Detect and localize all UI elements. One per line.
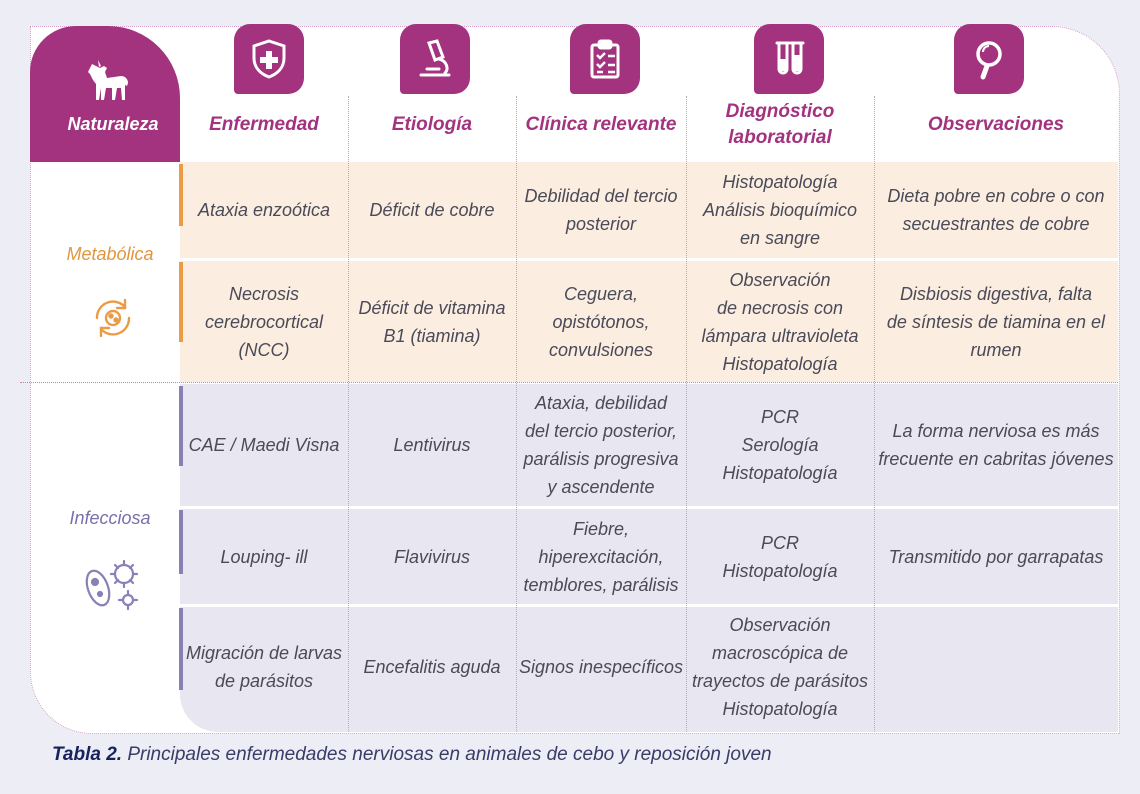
cycle-icon [95,298,131,338]
cell-enfermedad: CAE / Maedi Visna [188,435,340,455]
cell-enfermedad: Migración de larvas de parásitos [185,643,343,691]
shield-cross-icon [234,24,304,94]
header-observaciones: Observaciones [927,114,1065,135]
row-separator [180,506,1118,509]
cell-observaciones: La forma nerviosa es más frecuente en ca… [878,421,1114,469]
caption-text: Principales enfermedades nerviosas en an… [122,744,772,765]
group-label-infecciosa: Infecciosa [69,508,151,528]
goat-icon [88,60,128,100]
microbes-icon [85,559,139,611]
cell-clinica: Ceguera, opistótonos, convulsiones [548,283,654,360]
column-separator [874,96,875,732]
cell-observaciones [874,607,1118,727]
header-etiologia: Etiología [391,114,473,135]
cell-diagnostico: Observación de necrosis con lámpara ultr… [701,269,859,374]
column-separator [686,96,687,732]
header-clinica: Clínica relevante [525,114,677,135]
cell-etiologia: Lentivirus [393,435,471,455]
cell-observaciones: Disbiosis digestiva, falta de síntesis d… [886,283,1106,360]
group-separator [20,382,1118,383]
cell-observaciones: Dieta pobre en cobre o con secuestrantes… [887,186,1105,234]
cell-clinica: Fiebre, hiperexcitación, temblores, pará… [523,518,679,595]
cell-enfermedad: Necrosis cerebrocortical (NCC) [204,283,324,360]
cell-diagnostico: Observación macroscópica de trayectos de… [691,615,869,719]
metabolic-row-bg [180,162,1118,382]
cell-clinica: Ataxia, debilidad del tercio posterior, … [523,393,679,497]
test-tubes-icon [754,24,824,94]
cell-clinica: Signos inespecíficos [518,657,684,677]
header-enfermedad: Enfermedad [209,114,319,135]
row-separator [180,258,1118,261]
clipboard-icon [570,24,640,94]
cell-diagnostico: Histopatología Análisis bioquímico en sa… [702,172,858,248]
cell-observaciones: Transmitido por garrapatas [888,546,1104,567]
row-marker [179,608,183,690]
row-marker [179,262,183,342]
cell-etiologia: Déficit de vitamina B1 (tiamina) [358,297,506,346]
cell-enfermedad: Ataxia enzoótica [197,200,331,220]
row-marker [179,164,183,226]
cell-clinica: Debilidad del tercio posterior [524,186,678,234]
column-separator [348,96,349,732]
column-separator [516,96,517,732]
cell-etiologia: Encefalitis aguda [363,657,501,677]
cell-enfermedad: Louping- ill [220,546,308,567]
group-label-metabolica: Metabólica [66,244,154,264]
row-marker [179,386,183,466]
table-caption: Tabla 2. Principales enfermedades nervio… [52,744,772,766]
cell-etiologia: Flavivirus [393,546,470,567]
naturaleza-header: Naturaleza [67,114,159,134]
magnifier-icon [954,24,1024,94]
cell-diagnostico: PCR Serología Histopatología [722,407,838,483]
cell-diagnostico: PCR Histopatología [722,532,838,581]
infectious-row-bg [180,384,1118,732]
header-diagnostico: Diagnóstico laboratorial [725,101,835,148]
row-separator [180,604,1118,607]
row-marker [179,510,183,574]
caption-label: Tabla 2. [52,744,123,765]
microscope-icon [400,24,470,94]
cell-etiologia: Déficit de cobre [369,200,495,220]
